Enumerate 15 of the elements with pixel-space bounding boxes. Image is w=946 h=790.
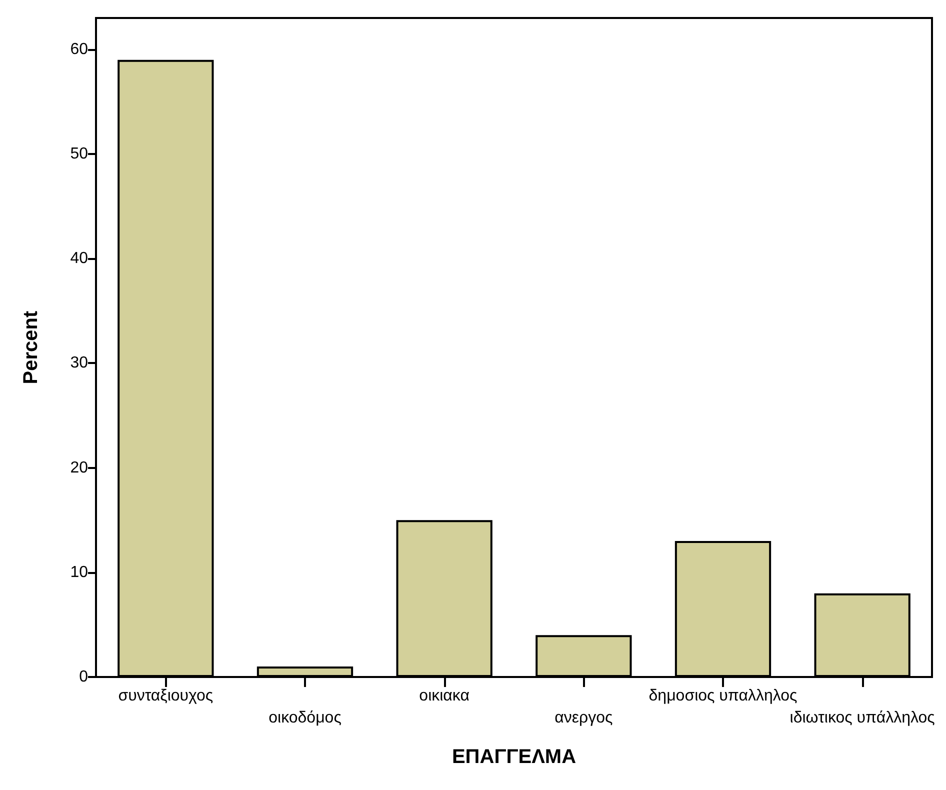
x-tick-label: οικοδόμος xyxy=(268,710,342,726)
x-tick-label: ανεργος xyxy=(554,710,614,726)
x-tick-label: ιδιωτικος υπάλληλος xyxy=(790,710,936,726)
y-tick-label: 0 xyxy=(79,668,88,686)
y-tick-label: 20 xyxy=(70,459,88,476)
x-tick-label: δημοσιος υπαλληλος xyxy=(648,688,798,704)
y-tick-label: 30 xyxy=(70,354,88,372)
y-axis-title: Percent xyxy=(20,310,42,384)
y-tick-label: 60 xyxy=(70,40,88,58)
y-tick-label: 10 xyxy=(70,564,88,581)
y-tick-label: 40 xyxy=(70,250,88,268)
y-tick-label: 50 xyxy=(70,145,88,162)
x-tick-label: συνταξιουχος xyxy=(118,688,214,704)
x-axis-title: ΕΠΑΓΓΕΛΜΑ xyxy=(452,746,576,768)
x-tick-label: οικιακα xyxy=(419,688,470,704)
